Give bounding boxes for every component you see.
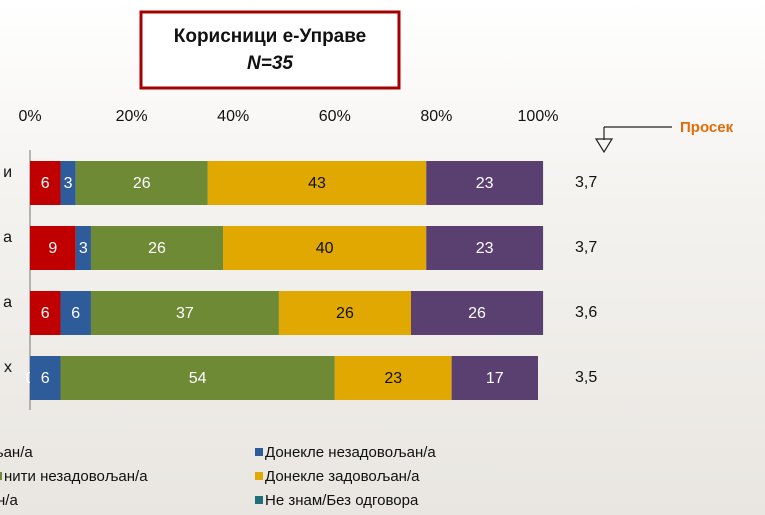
legend-label: Донекле незадовољан/а	[265, 444, 436, 461]
data-label: 40	[316, 240, 334, 257]
data-label: 54	[189, 370, 207, 387]
data-label: 26	[468, 305, 486, 322]
data-label: 9	[48, 240, 57, 257]
data-label: 43	[308, 175, 326, 192]
x-tick-label: 40%	[217, 108, 249, 125]
legend-label: Не знам/Без одговора	[265, 492, 419, 509]
x-tick-label: 20%	[116, 108, 148, 125]
legend-label: нити незадовољан/а	[4, 468, 148, 485]
average-value: 3,7	[575, 174, 597, 191]
chart-subtitle: N=35	[247, 53, 293, 74]
average-value: 3,5	[575, 369, 597, 386]
average-value: 3,7	[575, 239, 597, 256]
category-label: а	[3, 229, 12, 246]
x-tick-label: 80%	[420, 108, 452, 125]
category-label: а	[3, 294, 12, 311]
data-label: 6	[71, 305, 80, 322]
data-label: 6	[41, 370, 50, 387]
data-label: 26	[133, 175, 151, 192]
data-label: 26	[336, 305, 354, 322]
data-label: 23	[476, 240, 494, 257]
data-label: 23	[476, 175, 494, 192]
chart-title: Корисници е-Управе	[174, 26, 367, 47]
legend-label: љан/а	[0, 444, 33, 461]
data-label: 23	[384, 370, 402, 387]
title-box	[141, 12, 399, 88]
average-arrow	[596, 127, 672, 152]
data-label: 6	[41, 305, 50, 322]
chart: Корисници е-Управе N=35 Просек 0% 20% 40% 6…	[0, 0, 765, 515]
average-header: Просек	[680, 119, 734, 136]
legend-marker	[255, 448, 263, 456]
data-label: 26	[148, 240, 166, 257]
category-label: и	[3, 164, 12, 181]
data-label: 3	[64, 175, 73, 192]
data-label: 37	[176, 305, 194, 322]
x-tick-label: 60%	[319, 108, 351, 125]
x-tick-label: 0%	[18, 108, 41, 125]
legend-marker	[255, 472, 263, 480]
data-label: 6	[41, 175, 50, 192]
category-label: х	[4, 359, 12, 376]
legend-marker	[255, 496, 263, 504]
legend-label: Донекле задовољан/а	[265, 468, 420, 485]
average-value: 3,6	[575, 304, 597, 321]
data-label: 17	[486, 370, 504, 387]
legend-marker	[0, 472, 2, 480]
x-tick-label: 100%	[518, 108, 559, 125]
legend-label: н/а	[0, 492, 18, 509]
data-label: 3	[79, 240, 88, 257]
